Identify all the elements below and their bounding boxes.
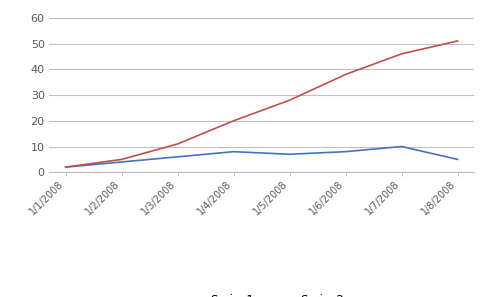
Series2: [286, 98, 292, 102]
Line: Series2: Series2: [65, 41, 457, 167]
Series2: [342, 73, 348, 76]
Series2: [398, 52, 404, 56]
Series1: [62, 165, 68, 169]
Legend: Series1, Series2: Series1, Series2: [174, 289, 348, 297]
Series1: [342, 150, 348, 154]
Series2: [119, 158, 124, 161]
Series1: [454, 158, 460, 161]
Series1: [398, 145, 404, 148]
Series1: [174, 155, 180, 159]
Series2: [454, 39, 460, 43]
Line: Series1: Series1: [65, 146, 457, 167]
Series2: [230, 119, 236, 123]
Series2: [174, 142, 180, 146]
Series1: [286, 152, 292, 156]
Series1: [230, 150, 236, 154]
Series2: [62, 165, 68, 169]
Series1: [119, 160, 124, 164]
